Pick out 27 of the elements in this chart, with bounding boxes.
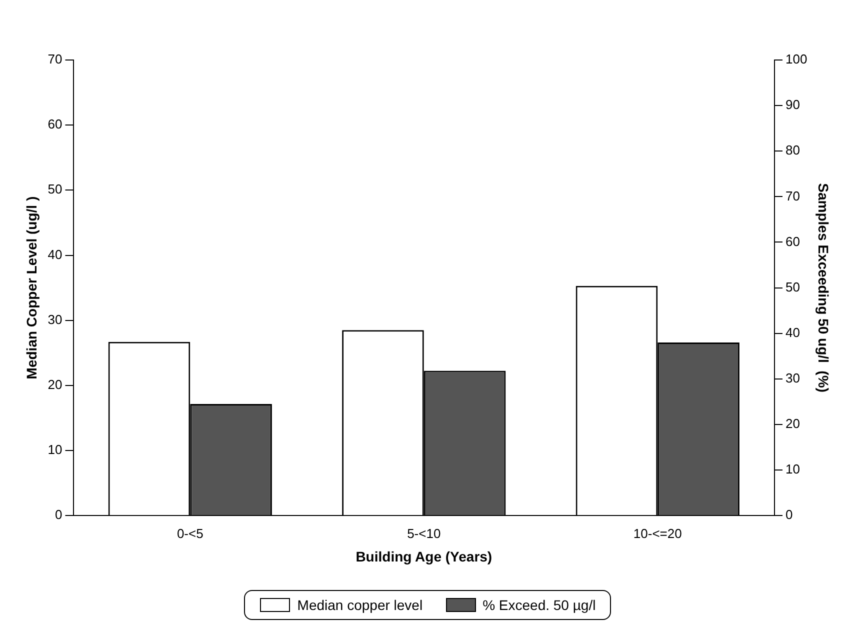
- x-tick-label: 10-<=20: [633, 526, 682, 541]
- y2-tick-label: 30: [786, 370, 800, 386]
- y2-tick-label: 20: [786, 416, 800, 432]
- legend-label: % Exceed. 50 µg/l: [482, 597, 596, 613]
- y-tick-label: 70: [48, 52, 62, 67]
- y-tick-label: 40: [48, 246, 62, 262]
- y-tick-label: 20: [48, 377, 62, 392]
- y-tick-label: 60: [48, 116, 62, 132]
- y2-tick-label: 90: [786, 97, 800, 112]
- legend-label: Median copper level: [297, 597, 423, 613]
- y2-tick-label: 80: [786, 142, 800, 158]
- y-tick-label: 10: [48, 442, 62, 458]
- y2-tick-label: 60: [786, 234, 800, 249]
- y-tick-label: 30: [48, 312, 62, 327]
- x-tick-label: 5-<10: [407, 526, 441, 541]
- x-tick-label: 0-<5: [176, 526, 204, 541]
- y2-tick-label: 50: [786, 279, 800, 294]
- y2-tick-label: 10: [786, 462, 800, 477]
- y2-tick-label: 70: [786, 188, 800, 204]
- y-tick-label: 50: [48, 182, 62, 197]
- y-axis-title: Median Copper Level (ug/l ): [23, 196, 40, 380]
- y2-tick-label: 40: [786, 324, 800, 340]
- y2-axis-title: Samples Exceeding 50 ug/l (%): [816, 183, 832, 392]
- y2-tick-label: 100: [786, 52, 808, 67]
- y2-tick-label: 0: [786, 507, 793, 522]
- x-axis-title: Building Age (Years): [356, 548, 492, 564]
- y-tick-label: 0: [55, 507, 62, 522]
